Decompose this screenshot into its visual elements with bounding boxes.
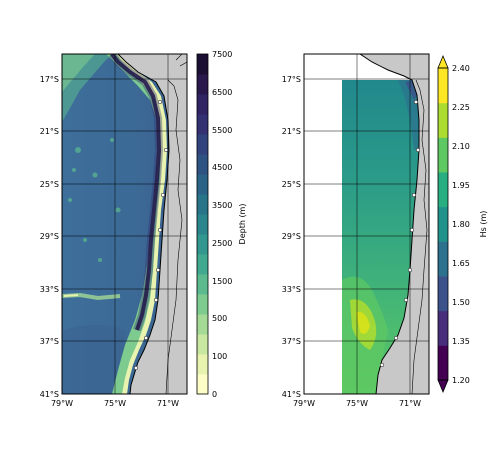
hs-colorbar-segment [438, 137, 448, 173]
hs-colorbar [438, 68, 448, 381]
bathymetry-map [62, 54, 187, 394]
depth-colorbar-segment [197, 74, 208, 95]
depth-colorbar-segment [197, 354, 208, 375]
right-lat-tick: 33°S [282, 285, 301, 294]
right-lat-tick: 37°S [282, 337, 301, 346]
depth-colorbar-ticks: 0 100 500 1500 2500 3500 4500 5500 6500 … [212, 50, 232, 399]
hs-colorbar-segment [438, 345, 448, 381]
hs-colorbar-segment [438, 102, 448, 138]
hs-map [304, 54, 429, 394]
right-lat-tick: 25°S [282, 180, 301, 189]
left-lat-tick: 29°S [40, 232, 59, 241]
depth-colorbar [197, 54, 208, 395]
right-lat-tick: 29°S [282, 232, 301, 241]
depth-colorbar-segment [197, 194, 208, 215]
hs-tick: 1.95 [452, 181, 470, 190]
depth-tick: 1500 [212, 277, 232, 286]
depth-colorbar-segment [197, 154, 208, 175]
depth-tick: 7500 [212, 50, 232, 59]
left-lat-tick: 17°S [40, 75, 59, 84]
hs-colorbar-max-extend [437, 54, 449, 69]
hs-colorbar-label: Hs (m) [479, 211, 488, 238]
hs-tick: 1.20 [452, 376, 470, 385]
left-lat-tick: 21°S [40, 127, 59, 136]
left-lat-tick: 41°S [40, 390, 59, 399]
right-lat-tick: 21°S [282, 127, 301, 136]
right-lon-tick: 75°W [346, 399, 368, 408]
depth-colorbar-segment [197, 334, 208, 355]
depth-colorbar-segment [197, 254, 208, 275]
depth-colorbar-segment [197, 94, 208, 115]
left-lat-tick: 33°S [40, 285, 59, 294]
left-lon-ticks: 79°W 75°W 71°W [51, 399, 179, 408]
hs-colorbar-segment [438, 276, 448, 312]
depth-tick: 500 [212, 314, 227, 323]
depth-colorbar-segment [197, 374, 208, 395]
depth-colorbar-segment [197, 234, 208, 255]
depth-colorbar-segment [197, 294, 208, 315]
right-lat-tick: 17°S [282, 75, 301, 84]
left-lon-tick: 75°W [104, 399, 126, 408]
right-lon-tick: 79°W [293, 399, 315, 408]
left-lat-tick: 37°S [40, 337, 59, 346]
hs-tick: 2.40 [452, 64, 470, 73]
right-lat-tick: 41°S [282, 390, 301, 399]
depth-tick: 3500 [212, 201, 232, 210]
hs-colorbar-min-extend [437, 379, 449, 394]
left-map-frame [61, 53, 188, 395]
depth-colorbar-segment [197, 174, 208, 195]
depth-tick: 5500 [212, 126, 232, 135]
depth-colorbar-segment [197, 274, 208, 295]
depth-tick: 0 [212, 390, 217, 399]
left-lat-ticks: 17°S 21°S 25°S 29°S 33°S 37°S 41°S [40, 75, 59, 399]
hs-colorbar-segment [438, 206, 448, 242]
depth-tick: 100 [212, 352, 227, 361]
depth-colorbar-segment [197, 114, 208, 135]
left-lon-tick: 79°W [51, 399, 73, 408]
hs-colorbar-segment [438, 310, 448, 346]
hs-colorbar-segment [438, 172, 448, 208]
left-lat-tick: 25°S [40, 180, 59, 189]
hs-tick: 1.80 [452, 220, 470, 229]
hs-colorbar-segment [438, 68, 448, 104]
right-lat-ticks: 17°S 21°S 25°S 29°S 33°S 37°S 41°S [282, 75, 301, 399]
right-lon-tick: 71°W [399, 399, 421, 408]
depth-tick: 6500 [212, 88, 232, 97]
depth-tick: 4500 [212, 163, 232, 172]
hs-colorbar-frame [437, 67, 449, 381]
depth-colorbar-segment [197, 214, 208, 235]
hs-tick: 1.35 [452, 337, 470, 346]
hs-colorbar-segment [438, 241, 448, 277]
hs-tick: 2.10 [452, 142, 470, 151]
depth-colorbar-segment [197, 54, 208, 75]
hs-tick: 1.50 [452, 298, 470, 307]
hs-colorbar-ticks: 1.20 1.35 1.50 1.65 1.80 1.95 2.10 2.25 … [452, 64, 470, 385]
left-lon-tick: 71°W [157, 399, 179, 408]
depth-colorbar-segment [197, 134, 208, 155]
depth-tick: 2500 [212, 239, 232, 248]
depth-colorbar-frame [196, 53, 209, 395]
right-map-frame [303, 53, 430, 395]
depth-colorbar-segment [197, 314, 208, 335]
hs-tick: 1.65 [452, 259, 470, 268]
right-lon-ticks: 79°W 75°W 71°W [293, 399, 421, 408]
hs-tick: 2.25 [452, 103, 470, 112]
depth-colorbar-label: Depth (m) [238, 204, 247, 245]
